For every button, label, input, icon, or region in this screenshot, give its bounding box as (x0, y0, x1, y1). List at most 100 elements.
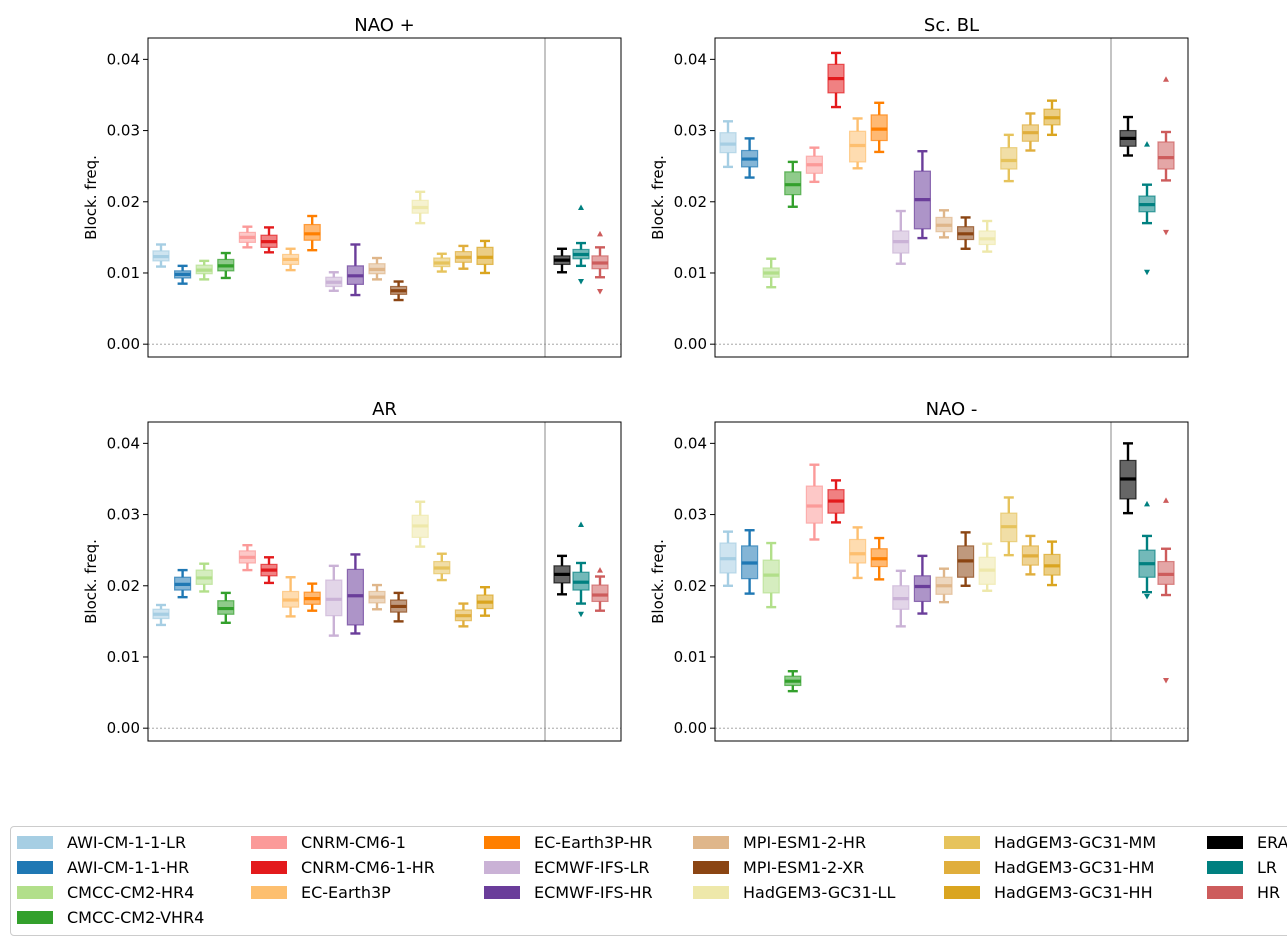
box-outlier-high (578, 521, 584, 528)
y-tick-label: 0.03 (107, 506, 140, 524)
box-EC-Earth3P (848, 117, 867, 170)
box-AWI-CM-1-1-HR (174, 568, 192, 599)
box-AWI-CM-1-1-HR (174, 264, 192, 285)
y-tick-label: 0.00 (674, 719, 707, 737)
legend-label: HadGEM3-GC31-MM (994, 832, 1157, 852)
box-box (913, 575, 932, 603)
panel-3: 0.00 0.01 0.02 0.03 0.04 AR Block. freq. (82, 399, 622, 742)
box-HR (1157, 497, 1175, 684)
box-CMCC-CM2-HR4 (762, 257, 780, 289)
box-box (591, 584, 609, 603)
box-MPI-ESM1-2-HR (368, 256, 386, 281)
box-box (1157, 141, 1175, 170)
box-LR (572, 204, 590, 285)
y-tick-label: 0.02 (107, 577, 140, 595)
box-HadGEM3-GC31-HH (476, 239, 494, 275)
y-axis-label: Block. freq. (82, 155, 100, 240)
legend-item: HadGEM3-GC31-HH (944, 882, 1153, 902)
box-ERA (553, 247, 571, 274)
legend-swatch (1207, 860, 1243, 874)
legend-item: CNRM-CM6-1 (251, 832, 406, 852)
legend-swatch (484, 860, 520, 874)
legend-item: HR (1207, 882, 1280, 902)
box-outlier-low (1163, 229, 1169, 236)
box-ECMWF-IFS-HR (346, 243, 364, 297)
box-HadGEM3-GC31-MM (1000, 496, 1018, 557)
box-CNRM-CM6-1-HR (260, 556, 278, 585)
box-outlier-high (1163, 76, 1169, 82)
box-LR (572, 521, 590, 618)
box-LR (1138, 141, 1156, 276)
box-CNRM-CM6-1-HR (827, 479, 845, 524)
legend-swatch (693, 885, 729, 899)
box-MPI-ESM1-2-HR (935, 209, 953, 239)
box-HadGEM3-GC31-MM (1000, 133, 1018, 183)
box-ECMWF-IFS-LR (325, 271, 343, 292)
legend-swatch (484, 835, 520, 849)
box-EC-Earth3P (282, 576, 300, 618)
box-CMCC-CM2-HR4 (195, 562, 213, 593)
legend-label: HadGEM3-GC31-HH (994, 882, 1153, 902)
y-tick-label: 0.01 (674, 648, 707, 666)
legend-item: CMCC-CM2-HR4 (17, 882, 194, 902)
legend-item: AWI-CM-1-1-LR (17, 832, 186, 852)
box-EC-Earth3P-HR (870, 101, 888, 154)
box-CMCC-CM2-HR4 (195, 259, 213, 281)
legend-swatch (251, 885, 287, 899)
legend-swatch (1207, 885, 1243, 899)
legend-swatch (693, 860, 729, 874)
box-ECMWF-IFS-LR (325, 564, 343, 637)
box-HadGEM3-GC31-HM (1021, 112, 1040, 152)
box-CMCC-CM2-VHR4 (217, 251, 235, 280)
legend-swatch (17, 860, 53, 874)
box-HadGEM3-GC31-LL (411, 500, 429, 548)
y-tick-label: 0.03 (107, 122, 140, 140)
y-axis-label: Block. freq. (82, 539, 100, 624)
y-tick-label: 0.03 (674, 506, 707, 524)
y-tick-label: 0.04 (107, 434, 140, 452)
legend-label: EC-Earth3P-HR (534, 832, 653, 852)
box-EC-Earth3P-HR (870, 536, 888, 581)
legend-swatch (1207, 835, 1243, 849)
box-HadGEM3-GC31-HM (454, 602, 472, 628)
box-CMCC-CM2-VHR4 (784, 670, 802, 693)
y-tick-label: 0.01 (107, 264, 140, 282)
box-CNRM-CM6-1 (805, 146, 824, 184)
legend-label: AWI-CM-1-1-LR (67, 832, 187, 852)
legend-item: EC-Earth3P (251, 882, 391, 902)
legend: AWI-CM-1-1-LR AWI-CM-1-1-HR CMCC-CM2-HR4 CM… (10, 826, 1287, 936)
legend-item: MPI-ESM1-2-HR (693, 832, 866, 852)
panel-1: 0.00 0.01 0.02 0.03 0.04 NAO + Block. freq. (82, 15, 622, 358)
box-AWI-CM-1-1-LR (719, 530, 737, 587)
box-outlier-high (1163, 497, 1169, 503)
box-HadGEM3-GC31-MM (433, 552, 451, 582)
box-EC-Earth3P-HR (303, 582, 321, 612)
y-axis-label: Block. freq. (649, 539, 667, 624)
box-box (1000, 147, 1018, 170)
plot-frame (147, 421, 622, 742)
y-tick-label: 0.02 (107, 193, 140, 211)
panel-title: AR (372, 399, 397, 420)
box-AWI-CM-1-1-HR (740, 137, 759, 179)
y-tick-label: 0.04 (674, 434, 707, 452)
legend-item: CNRM-CM6-1-HR (251, 857, 435, 877)
legend-swatch (251, 835, 287, 849)
box-MPI-ESM1-2-XR (390, 280, 408, 302)
legend-swatch (944, 835, 980, 849)
box-ERA (1119, 115, 1137, 157)
box-HadGEM3-GC31-HH (476, 585, 494, 617)
box-outlier-low (578, 279, 584, 285)
box-CNRM-CM6-1 (238, 543, 256, 572)
box-HadGEM3-GC31-LL (978, 219, 996, 253)
plot-frame (714, 421, 1189, 742)
legend-label: MPI-ESM1-2-XR (743, 857, 865, 877)
box-outlier-high (1144, 500, 1150, 507)
legend-label: ECMWF-IFS-LR (534, 857, 650, 877)
panel-title: Sc. BL (924, 15, 979, 36)
legend-item: ECMWF-IFS-LR (484, 857, 649, 877)
legend-item: EC-Earth3P-HR (484, 832, 652, 852)
box-CNRM-CM6-1 (238, 225, 256, 249)
legend-swatch (17, 910, 53, 924)
y-tick-label: 0.00 (107, 719, 140, 737)
box-outlier-low (1144, 269, 1150, 276)
